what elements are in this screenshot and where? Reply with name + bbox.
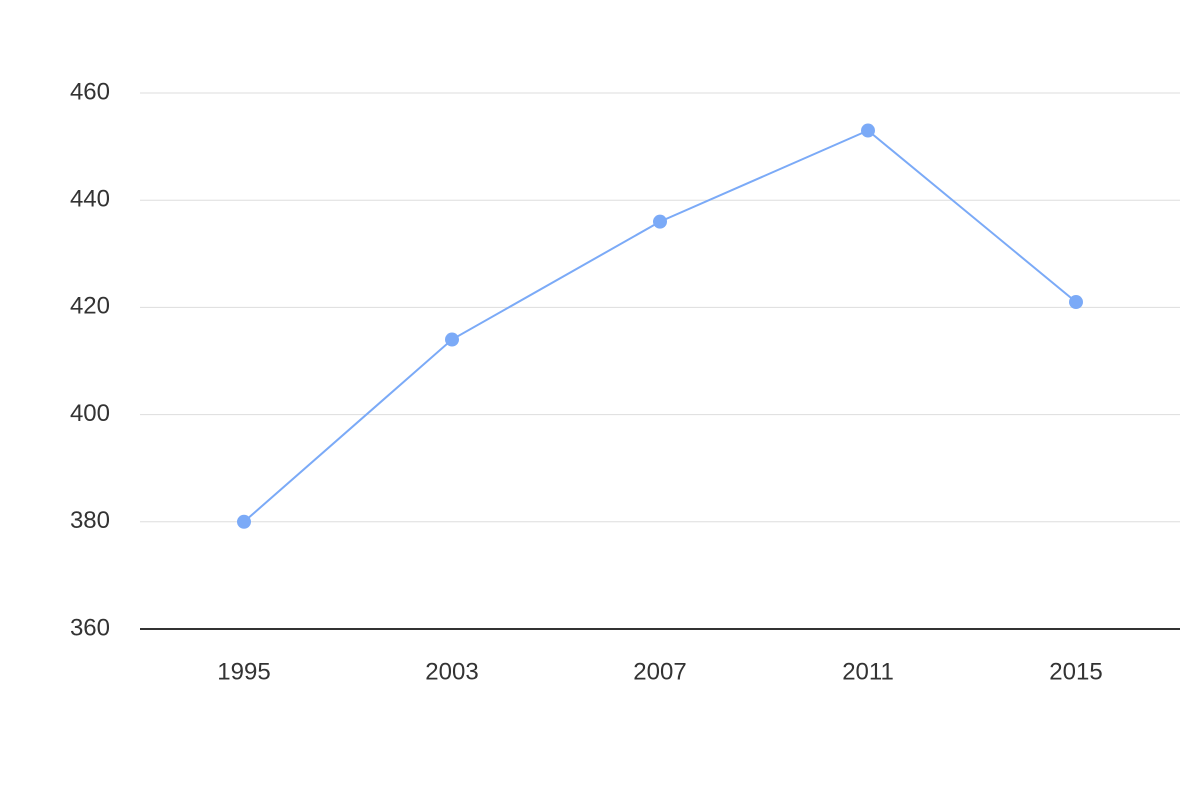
y-tick-label: 420 xyxy=(70,293,110,320)
point xyxy=(445,332,459,347)
y-tick-label: 380 xyxy=(70,507,110,534)
x-tick-label: 2011 xyxy=(842,658,894,685)
y-tick-label: 400 xyxy=(70,400,110,427)
x-tick-label: 2007 xyxy=(633,658,686,685)
x-tick-label: 2015 xyxy=(1049,658,1102,685)
x-tick-label: 2003 xyxy=(425,658,478,685)
x-tick-label: 1995 xyxy=(217,658,270,685)
point xyxy=(653,214,667,229)
y-tick-label: 460 xyxy=(70,78,110,105)
y-tick-label: 440 xyxy=(70,186,110,213)
point xyxy=(237,514,251,529)
point xyxy=(861,123,875,138)
point xyxy=(1069,295,1083,310)
line xyxy=(243,129,1077,523)
y-tick-label: 360 xyxy=(70,614,110,641)
